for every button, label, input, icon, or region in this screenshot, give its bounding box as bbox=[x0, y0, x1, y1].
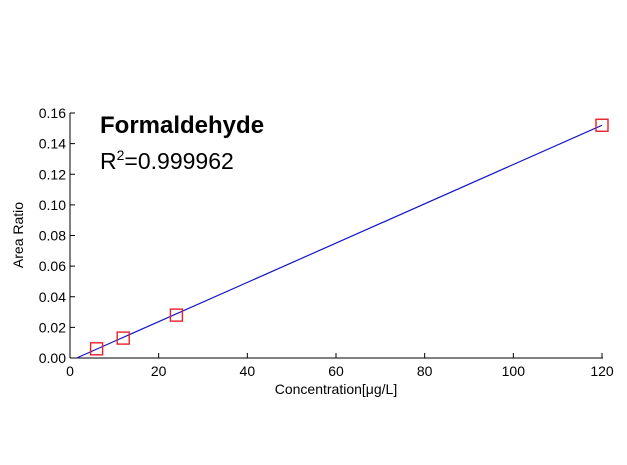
fit-line-group bbox=[76, 124, 603, 359]
y-tick-label: 0.14 bbox=[39, 136, 66, 152]
data-point-marker bbox=[595, 118, 609, 132]
y-tick-label: 0.00 bbox=[39, 350, 66, 366]
r-squared-value: =0.999962 bbox=[124, 148, 233, 174]
x-axis-title: Concentration[μg/L] bbox=[275, 381, 397, 397]
x-tick-label: 40 bbox=[240, 363, 256, 379]
y-tick-label: 0.06 bbox=[39, 258, 66, 274]
y-tick-label: 0.16 bbox=[39, 105, 66, 121]
y-axis-title: Area Ratio bbox=[10, 202, 26, 268]
x-tick-label: 0 bbox=[66, 363, 74, 379]
data-point-marker bbox=[116, 331, 130, 345]
data-points bbox=[89, 118, 609, 356]
y-tick-label: 0.02 bbox=[39, 319, 66, 335]
regression-line bbox=[76, 124, 603, 359]
r-squared-prefix: R bbox=[100, 148, 117, 174]
r-squared-superscript: 2 bbox=[117, 147, 125, 163]
x-tick-label: 100 bbox=[502, 363, 526, 379]
x-tick-label: 60 bbox=[328, 363, 344, 379]
r-squared-label: R2=0.999962 bbox=[100, 147, 234, 174]
x-tick-label: 20 bbox=[151, 363, 167, 379]
y-axis-ticks: 0.00 0.02 0.04 0.06 0.08 0.10 0.12 0.14 0.16 bbox=[39, 105, 75, 366]
y-tick-label: 0.10 bbox=[39, 197, 66, 213]
x-axis-ticks: 0 20 40 60 80 100 120 bbox=[66, 353, 614, 379]
y-tick-label: 0.04 bbox=[39, 289, 66, 305]
x-tick-label: 120 bbox=[590, 363, 614, 379]
compound-label: Formaldehyde bbox=[100, 112, 264, 139]
x-tick-label: 80 bbox=[417, 363, 433, 379]
y-tick-label: 0.12 bbox=[39, 166, 66, 182]
y-tick-label: 0.08 bbox=[39, 228, 66, 244]
data-point-marker bbox=[169, 308, 184, 322]
data-point-marker bbox=[89, 342, 104, 356]
